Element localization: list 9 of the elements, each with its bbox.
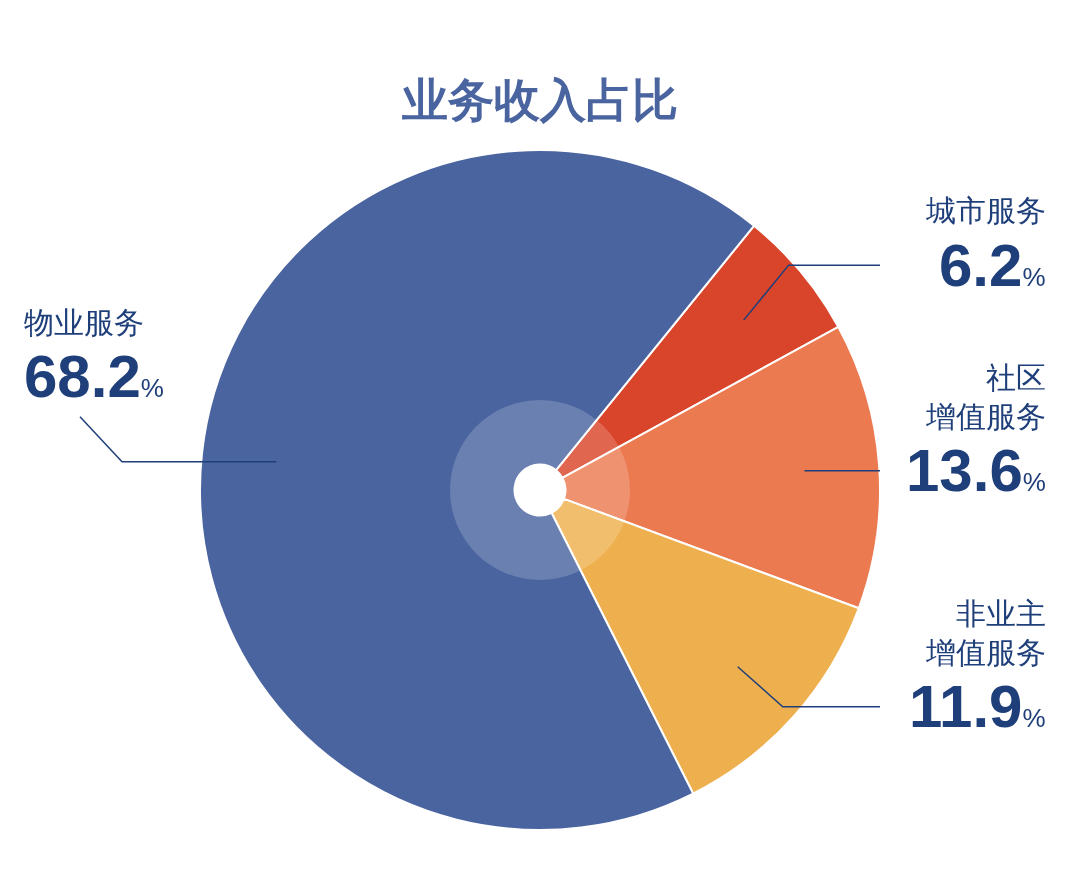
data-label: 11.9% — [909, 673, 1046, 740]
data-label: 13.6% — [906, 437, 1046, 504]
data-label: 68.2% — [24, 343, 164, 410]
chart-title: 业务收入占比 — [402, 74, 678, 127]
data-label: 6.2% — [939, 232, 1046, 299]
slice-label: 物业服务 — [24, 306, 144, 339]
slice-label: 城市服务 — [925, 194, 1046, 227]
slice-label: 社区增值服务 — [925, 361, 1046, 433]
slice-label: 非业主增值服务 — [925, 597, 1046, 669]
